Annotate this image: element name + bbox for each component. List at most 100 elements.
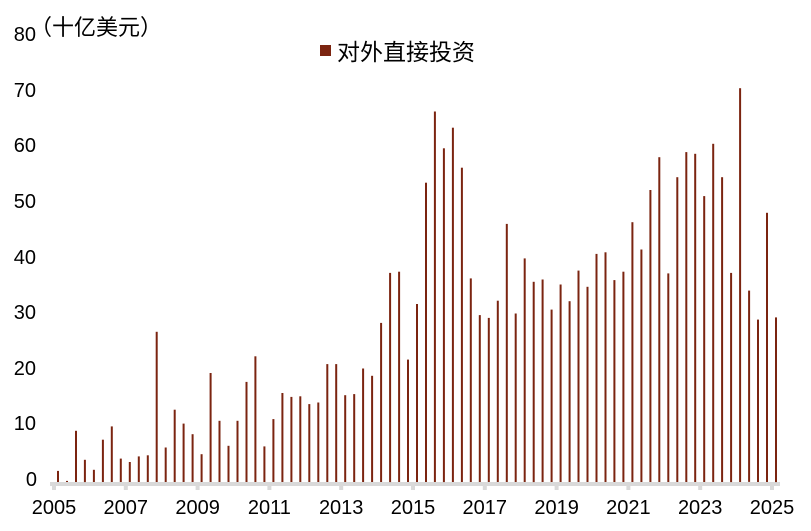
x-tick-label: 2021 [606,497,651,519]
bar [326,364,329,482]
x-tick-mark [626,482,631,490]
bar [541,279,544,482]
y-tick-label: 20 [13,357,36,380]
bar [200,454,203,482]
bar [209,373,212,482]
bar [263,446,266,482]
y-tick-label: 10 [13,413,36,436]
bar [389,272,392,483]
bar [119,458,122,482]
bar [595,253,598,482]
legend-label: 对外直接投资 [337,40,475,66]
bar [523,258,526,482]
bar [353,394,356,482]
bar [155,331,158,482]
bar [640,249,643,482]
y-tick-label: 40 [13,246,36,269]
bar [730,272,733,483]
bar [667,273,670,482]
bar [694,153,697,483]
bar [559,284,562,482]
bar [83,459,86,483]
x-tick-mark [482,482,487,490]
x-tick-label: 2005 [31,497,77,519]
bar [649,190,652,482]
bar [110,426,113,482]
bar [344,395,347,482]
bar [398,271,401,482]
bar [308,404,311,482]
bar [460,167,463,482]
bar [496,300,499,482]
x-tick-mark [123,482,128,490]
x-tick-mark [698,482,703,490]
x-tick-mark [195,482,200,490]
bar [317,402,320,482]
y-tick-label: 50 [13,190,36,213]
bar [748,290,751,482]
x-tick-mark [554,482,559,490]
bar [371,375,374,482]
x-tick-label: 2013 [318,497,364,519]
bar [416,304,418,482]
x-tick-label: 2023 [677,497,723,519]
bar [66,480,68,482]
bar [433,111,436,482]
bar [191,434,194,482]
bar [182,423,185,482]
bar [613,280,616,482]
bar [586,286,589,482]
bar [478,315,481,482]
bar [101,439,104,482]
bar [469,278,472,482]
bar [739,88,742,482]
bar [712,143,715,483]
bar [442,148,445,483]
bar [137,456,140,482]
bar [514,313,517,482]
bar [281,393,284,482]
bar [75,430,77,482]
bar [550,309,553,482]
bar [362,368,365,482]
x-tick-label: 2019 [534,497,579,519]
bar [299,396,302,482]
bar [57,470,59,482]
x-tick-mark [770,482,774,490]
bar [335,364,338,482]
bar [757,319,759,482]
y-tick-label: 0 [25,469,37,491]
bar [380,322,383,482]
bar [272,419,275,482]
bar [487,317,490,482]
x-tick-label: 2025 [749,497,795,519]
legend-swatch-icon [320,44,331,56]
x-tick-label: 2011 [247,497,291,519]
bar [146,455,149,482]
bar [173,409,176,482]
y-axis-unit-label: （十亿美元） [30,16,163,41]
bar [721,177,724,482]
bar [703,196,706,482]
bar [631,222,634,482]
y-tick-label: 70 [13,79,36,102]
bar [568,301,571,482]
x-tick-mark [411,482,415,490]
bar [407,359,409,482]
bar [236,420,239,482]
bar [451,127,454,482]
x-tick-mark [52,482,56,490]
x-tick-mark [339,482,344,490]
bar [622,271,625,482]
bar [92,469,95,482]
bar [128,462,131,482]
bar [218,420,221,482]
y-tick-label: 60 [13,135,36,158]
x-tick-label: 2009 [175,497,220,519]
bar [290,396,293,482]
bar [775,317,777,483]
x-tick-label: 2007 [103,497,149,519]
legend: 对外直接投资 [320,33,475,67]
